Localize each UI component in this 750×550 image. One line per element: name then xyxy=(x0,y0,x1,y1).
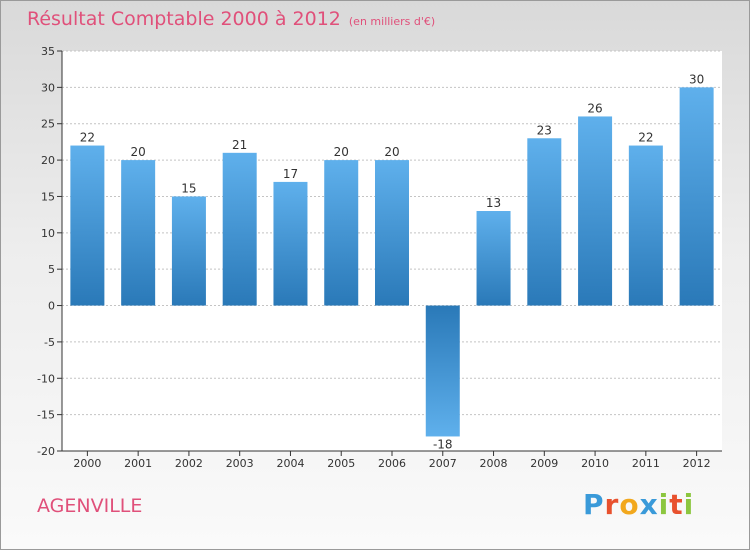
logo-letter: i xyxy=(683,488,695,521)
x-tick-label-2001: 2001 xyxy=(124,457,152,470)
x-tick-label-2004: 2004 xyxy=(276,457,304,470)
data-label-2008: 13 xyxy=(486,196,501,210)
bar-2005 xyxy=(324,160,359,306)
data-label-2002: 15 xyxy=(181,181,196,195)
y-tick-label: 15 xyxy=(41,190,55,203)
proxiti-logo: Proxiti xyxy=(583,488,694,521)
x-tick-label-2003: 2003 xyxy=(226,457,254,470)
x-tick-label-2002: 2002 xyxy=(175,457,203,470)
logo-letter: P xyxy=(583,488,605,521)
bar-2001 xyxy=(121,160,156,306)
bar-2003 xyxy=(222,152,257,306)
chart-subtitle: (en milliers d'€) xyxy=(348,15,436,28)
bar-2000 xyxy=(70,145,105,306)
location-label: AGENVILLE xyxy=(37,495,143,517)
bar-2010 xyxy=(578,116,613,306)
y-tick-label: 30 xyxy=(41,81,55,94)
bar-2004 xyxy=(273,181,308,306)
y-tick-label: -15 xyxy=(37,409,55,422)
y-tick-label: -5 xyxy=(44,336,55,349)
y-tick-label: 25 xyxy=(41,118,55,131)
y-tick-label: 0 xyxy=(48,300,55,313)
data-label-2003: 21 xyxy=(232,138,247,152)
bar-2006 xyxy=(375,160,409,306)
logo-letter: x xyxy=(639,488,659,521)
data-label-2007: -18 xyxy=(433,437,453,451)
data-label-2000: 22 xyxy=(80,131,95,145)
logo-letter: r xyxy=(604,488,620,521)
y-tick-label: -20 xyxy=(37,445,55,458)
y-tick-label: -10 xyxy=(37,372,55,385)
data-label-2010: 26 xyxy=(587,101,602,115)
data-label-2001: 20 xyxy=(131,145,146,159)
x-tick-label-2000: 2000 xyxy=(73,457,101,470)
y-tick-label: 35 xyxy=(41,45,55,58)
data-label-2004: 17 xyxy=(283,167,298,181)
chart-title-text: Résultat Comptable 2000 à 2012 xyxy=(27,8,341,30)
data-label-2012: 30 xyxy=(689,72,704,86)
x-tick-label-2007: 2007 xyxy=(429,457,457,470)
data-label-2011: 22 xyxy=(638,131,653,145)
bar-2012 xyxy=(679,87,714,306)
logo-letter: o xyxy=(619,488,640,521)
x-tick-label-2009: 2009 xyxy=(530,457,558,470)
bar-2011 xyxy=(628,145,663,306)
x-tick-label-2010: 2010 xyxy=(581,457,609,470)
data-label-2009: 23 xyxy=(537,123,552,137)
x-tick-label-2008: 2008 xyxy=(480,457,508,470)
bar-2008 xyxy=(476,211,511,306)
chart-title: Résultat Comptable 2000 à 2012 (en millie… xyxy=(27,8,435,30)
logo-letter: i xyxy=(658,488,670,521)
bar-2007 xyxy=(425,305,460,437)
logo-letter: t xyxy=(669,488,684,521)
y-tick-label: 5 xyxy=(48,263,55,276)
y-tick-label: 20 xyxy=(41,154,55,167)
x-tick-label-2012: 2012 xyxy=(683,457,711,470)
data-label-2006: 20 xyxy=(384,145,399,159)
x-tick-label-2006: 2006 xyxy=(378,457,406,470)
x-tick-label-2011: 2011 xyxy=(632,457,660,470)
y-tick-label: 10 xyxy=(41,227,55,240)
data-label-2005: 20 xyxy=(334,145,349,159)
bar-2002 xyxy=(171,196,206,306)
x-tick-label-2005: 2005 xyxy=(327,457,355,470)
bar-2009 xyxy=(527,138,562,306)
